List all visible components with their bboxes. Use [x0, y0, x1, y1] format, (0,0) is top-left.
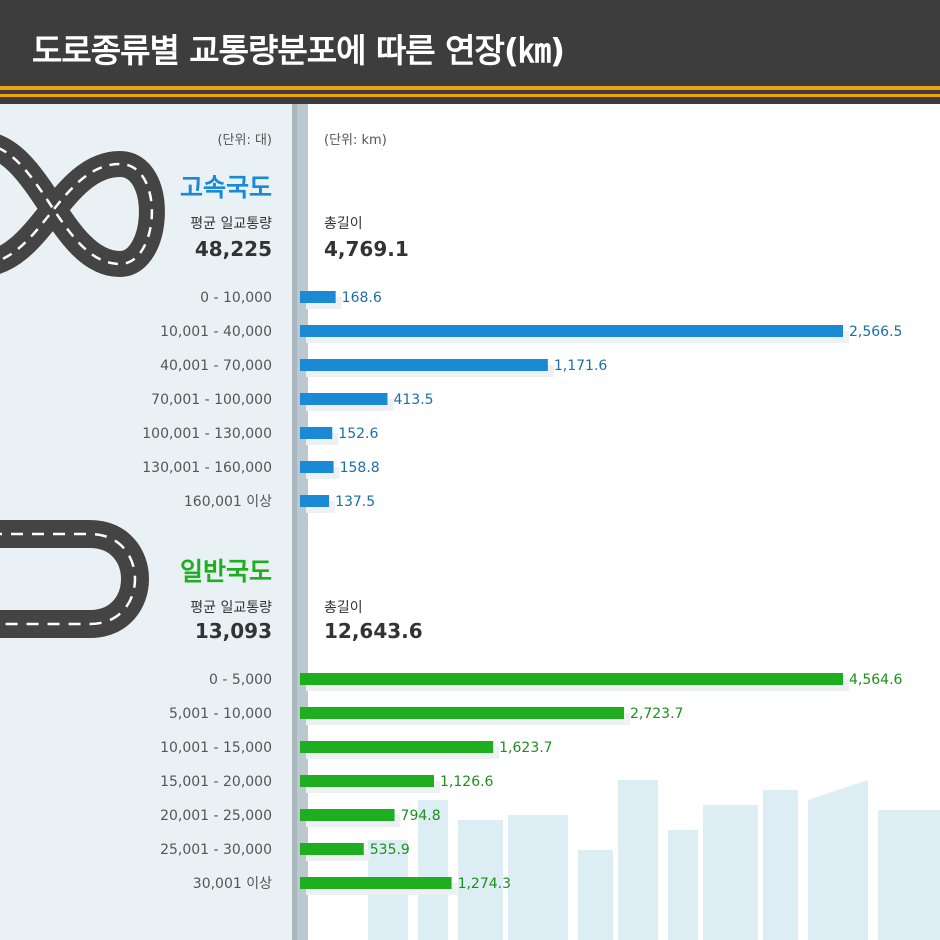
- expressway-value-label: 152.6: [338, 426, 378, 442]
- expressway-bar: [300, 495, 330, 507]
- national-road-avg-value: 13,093: [195, 619, 272, 643]
- expressway-avg-value: 48,225: [195, 237, 272, 261]
- header-stripe-top: [0, 86, 940, 90]
- national-road-value-label: 1,274.3: [458, 876, 511, 892]
- national-road-bar: [300, 775, 435, 787]
- national-road-category-label: 20,001 - 25,000: [160, 808, 272, 824]
- national-road-value-label: 1,126.6: [440, 774, 494, 790]
- national-road-bar: [300, 809, 395, 821]
- national-road-value-label: 535.9: [370, 842, 410, 858]
- national-road-bar: [300, 843, 364, 855]
- national-road-bar: [300, 707, 625, 719]
- expressway-category-label: 10,001 - 40,000: [160, 324, 272, 340]
- expressway-category-label: 160,001 이상: [184, 494, 272, 510]
- expressway-total-value: 4,769.1: [324, 237, 409, 261]
- expressway-category-label: 40,001 - 70,000: [160, 358, 272, 374]
- national-road-value-label: 794.8: [401, 808, 441, 824]
- national-road-value-label: 1,623.7: [499, 740, 552, 756]
- expressway-bar: [300, 427, 333, 439]
- u-turn-road-icon: [0, 520, 149, 638]
- expressway-category-label: 70,001 - 100,000: [151, 392, 272, 408]
- expressway-category-label: 0 - 10,000: [200, 290, 272, 306]
- expressway-value-label: 168.6: [342, 290, 382, 306]
- header-stripe-bottom: [0, 94, 940, 97]
- national-road-bar: [300, 877, 452, 889]
- expressway-bars: 0 - 10,000 168.6 10,001 - 40,000 2,566.5 40,…: [142, 290, 902, 513]
- national-road-bars: 0 - 5,000 4,564.6 5,001 - 10,000 2,723.7 10,…: [160, 672, 903, 895]
- expressway-value-label: 413.5: [393, 392, 433, 408]
- expressway-bar: [300, 359, 548, 371]
- national-road-value-label: 2,723.7: [630, 706, 683, 722]
- unit-label-left: (단위: 대): [217, 133, 272, 148]
- national-road-bar: [300, 741, 494, 753]
- page-title: 도로종류별 교통량분포에 따른 연장(㎞): [32, 31, 565, 70]
- expressway-bar: [300, 291, 336, 303]
- national-road-bar: [300, 673, 843, 685]
- national-road-category-label: 10,001 - 15,000: [160, 740, 272, 756]
- national-road-value-label: 4,564.6: [849, 672, 903, 688]
- expressway-bar: [300, 325, 843, 337]
- national-road-title: 일반국도: [180, 557, 272, 586]
- expressway-value-label: 2,566.5: [849, 324, 902, 340]
- national-road-category-label: 30,001 이상: [193, 876, 272, 892]
- expressway-total-label: 총길이: [324, 216, 363, 232]
- national-road-section: 일반국도 평균 일교통량 13,093 총길이 12,643.6 0 - 5,0…: [160, 557, 903, 895]
- expressway-avg-label: 평균 일교통량: [190, 216, 272, 232]
- national-road-category-label: 25,001 - 30,000: [160, 842, 272, 858]
- expressway-bar: [300, 461, 334, 473]
- expressway-category-label: 130,001 - 160,000: [142, 460, 272, 476]
- national-road-category-label: 0 - 5,000: [209, 672, 272, 688]
- expressway-title: 고속국도: [180, 173, 272, 202]
- infinity-road-icon: [0, 134, 165, 278]
- expressway-value-label: 158.8: [340, 460, 380, 476]
- unit-label-right: (단위: km): [324, 133, 387, 148]
- expressway-bar: [300, 393, 388, 405]
- national-road-total-value: 12,643.6: [324, 619, 423, 643]
- header: 도로종류별 교통량분포에 따른 연장(㎞): [0, 0, 940, 104]
- expressway-category-label: 100,001 - 130,000: [142, 426, 272, 442]
- expressway-section: 고속국도 평균 일교통량 48,225 총길이 4,769.1 0 - 10,0…: [142, 173, 902, 513]
- chart-area: (단위: 대) (단위: km) 고속국도 평균 일교통량 48,225 총길이…: [142, 133, 903, 895]
- national-road-category-label: 15,001 - 20,000: [160, 774, 272, 790]
- expressway-value-label: 137.5: [335, 494, 375, 510]
- national-road-total-label: 총길이: [324, 600, 363, 616]
- national-road-category-label: 5,001 - 10,000: [169, 706, 272, 722]
- divider-shade: [292, 104, 297, 940]
- city-skyline-illustration: [368, 780, 940, 940]
- expressway-value-label: 1,171.6: [554, 358, 608, 374]
- road-illustrations: [0, 134, 165, 638]
- national-road-avg-label: 평균 일교통량: [190, 600, 272, 616]
